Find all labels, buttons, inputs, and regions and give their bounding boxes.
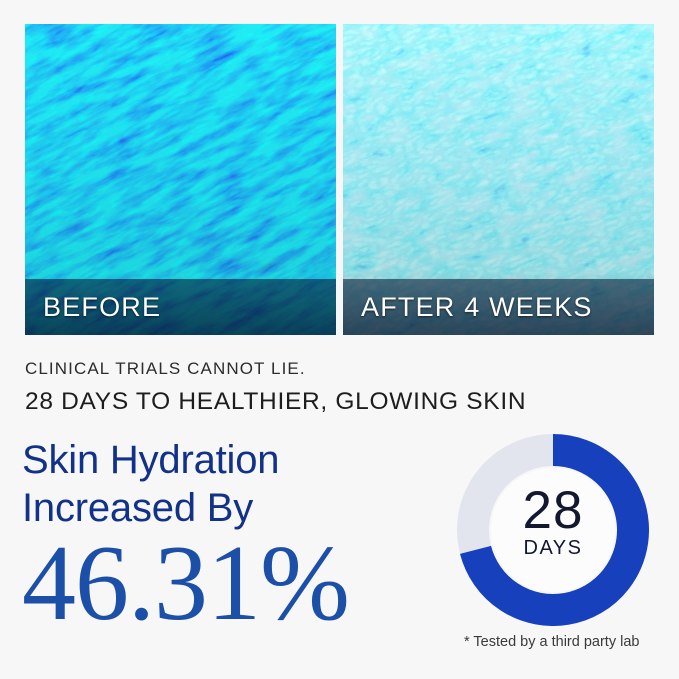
days-donut-chart: 28 DAYS: [457, 434, 649, 626]
after-panel: AFTER 4 WEEKS: [343, 24, 654, 335]
after-label: AFTER 4 WEEKS: [361, 291, 593, 322]
donut-chart-svg: [457, 434, 649, 626]
subheadline-text: 28 DAYS TO HEALTHIER, GLOWING SKIN: [25, 388, 527, 415]
donut-value-arc: [460, 434, 649, 626]
footnote-text: * Tested by a third party lab: [464, 634, 640, 650]
before-label: BEFORE: [43, 291, 162, 322]
headline: Skin Hydration Increased By: [22, 436, 280, 532]
donut-center-unit: DAYS: [523, 537, 583, 559]
headline-line-1: Skin Hydration: [22, 438, 280, 482]
before-after-comparison: BEFORE: [25, 24, 655, 335]
before-panel: BEFORE: [25, 24, 336, 335]
big-percentage-stat: 46.31%: [22, 524, 350, 643]
donut-center-value: 28: [522, 481, 584, 540]
eyebrow-text: CLINICAL TRIALS CANNOT LIE.: [25, 359, 306, 378]
after-label-bar: AFTER 4 WEEKS: [343, 279, 654, 335]
before-label-bar: BEFORE: [25, 279, 336, 335]
headline-line-2: Increased By: [22, 486, 254, 530]
donut-inner-disc: [491, 468, 615, 592]
